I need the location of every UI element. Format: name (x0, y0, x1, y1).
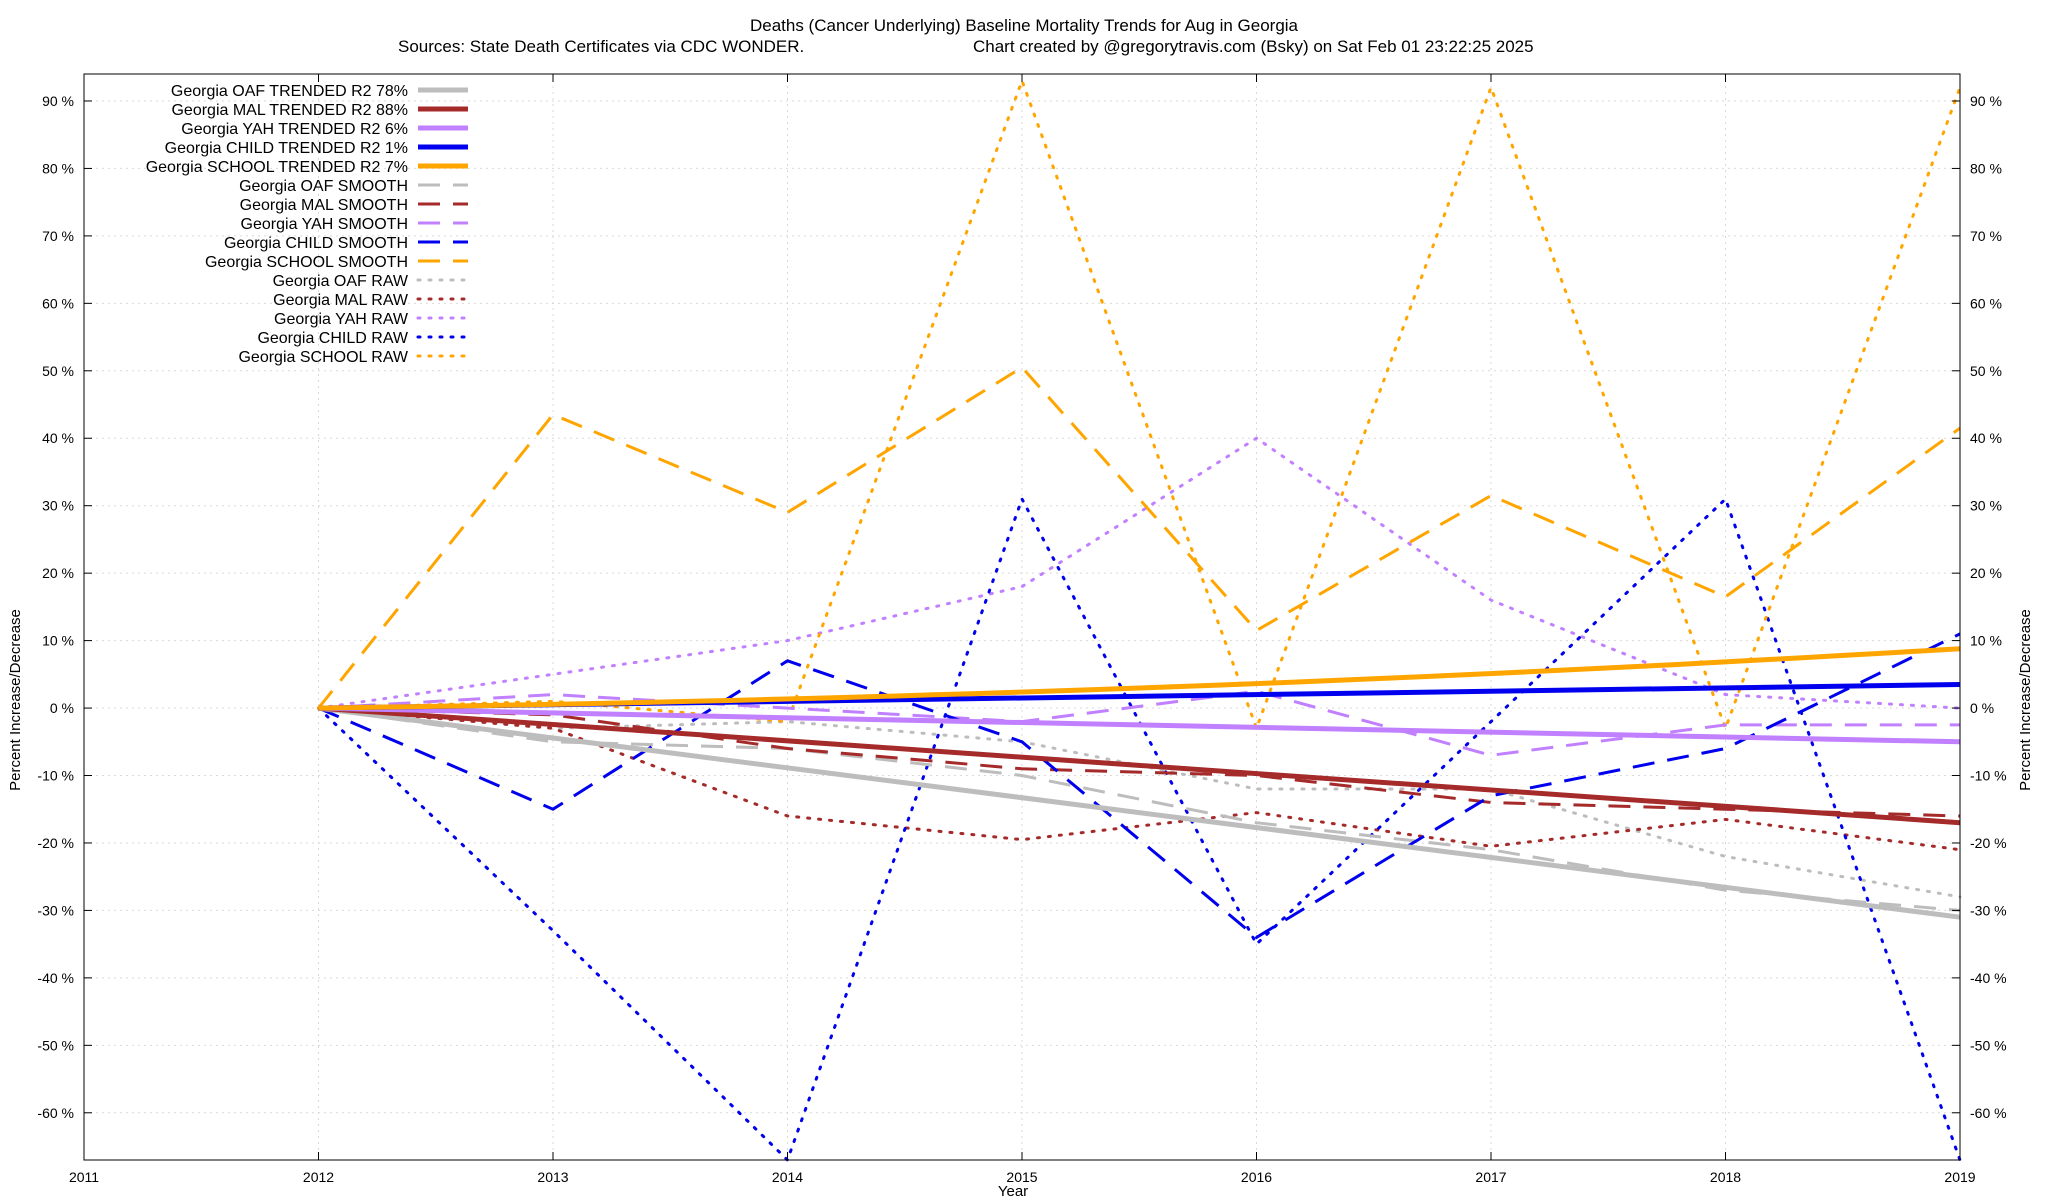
series-line-georgia-school-raw (317, 76, 1962, 733)
series-line-georgia-child-smooth (317, 632, 1961, 940)
y-tick-label-right: -10 % (1970, 768, 2007, 784)
y-tick-label-right: 20 % (1970, 565, 2002, 581)
legend-label: Georgia CHILD SMOOTH (224, 235, 408, 252)
y-tick-label-right: 60 % (1970, 295, 2002, 311)
series-line-georgia-mal-raw (317, 706, 1962, 852)
legend: Georgia OAF TRENDED R2 78% Georgia MAL TR… (146, 83, 470, 366)
y-tick-label-left: -50 % (37, 1037, 74, 1053)
y-tick-label-left: 70 % (42, 228, 74, 244)
y-tick-label-right: 0 % (1970, 700, 1994, 716)
series-lines (317, 76, 1962, 1163)
axis-ticks: 2011 2012 2013 2014 2015 2016 2017 2018 2019 -60 … (37, 74, 2007, 1185)
x-tick-label: 2018 (1710, 1169, 1741, 1185)
y-tick-label-left: -40 % (37, 970, 74, 986)
legend-label: Georgia OAF SMOOTH (239, 178, 408, 195)
y-tick-label-right: 80 % (1970, 160, 2002, 176)
y-axis-label-left: Percent Increase/Decrease (7, 609, 24, 791)
x-tick-label: 2011 (69, 1169, 99, 1185)
series-line-georgia-yah-trended-r2-6 (318, 705, 1961, 745)
y-tick-label-right: 40 % (1970, 430, 2002, 446)
series-line-georgia-mal-trended-r2-88 (318, 705, 1961, 826)
legend-label: Georgia SCHOOL TRENDED R2 7% (146, 159, 408, 176)
legend-label: Georgia MAL TRENDED R2 88% (171, 102, 408, 119)
y-tick-label-left: 10 % (42, 633, 74, 649)
y-tick-label-right: -20 % (1970, 835, 2007, 851)
legend-label: Georgia MAL SMOOTH (240, 197, 408, 214)
y-tick-label-left: 40 % (42, 430, 74, 446)
series-line-georgia-yah-smooth (318, 689, 1960, 757)
legend-label: Georgia MAL RAW (273, 292, 409, 309)
series-line-georgia-school-smooth (317, 365, 1961, 710)
x-tick-label: 2015 (1006, 1169, 1037, 1185)
series-line-georgia-oaf-trended-r2-78 (318, 705, 1961, 920)
y-tick-label-right: -50 % (1970, 1037, 2007, 1053)
legend-label: Georgia YAH RAW (274, 311, 409, 328)
y-tick-label-right: -30 % (1970, 902, 2007, 918)
y-tick-label-left: 80 % (42, 160, 74, 176)
chart-subtitle-credit: Chart created by @gregorytravis.com (Bsk… (973, 37, 1534, 56)
y-tick-label-left: -20 % (37, 835, 74, 851)
y-tick-label-left: 90 % (42, 93, 74, 109)
y-tick-label-right: 10 % (1970, 633, 2002, 649)
legend-label: Georgia YAH TRENDED R2 6% (181, 121, 408, 138)
series-line-georgia-mal-smooth (318, 706, 1961, 818)
x-tick-label: 2016 (1241, 1169, 1272, 1185)
grid (84, 74, 1960, 1160)
x-tick-label: 2017 (1475, 1169, 1506, 1185)
legend-label: Georgia YAH SMOOTH (241, 216, 408, 233)
x-tick-label: 2014 (772, 1169, 803, 1185)
y-axis-label-right: Percent Increase/Decrease (2017, 609, 2034, 791)
y-tick-label-left: 0 % (50, 700, 74, 716)
y-tick-label-right: 70 % (1970, 228, 2002, 244)
x-tick-label: 2012 (303, 1169, 334, 1185)
y-tick-label-right: 90 % (1970, 93, 2002, 109)
y-tick-label-left: -60 % (37, 1105, 74, 1121)
series-line-georgia-child-raw (317, 495, 1962, 1163)
y-tick-label-right: -60 % (1970, 1105, 2007, 1121)
x-tick-label: 2019 (1944, 1169, 1975, 1185)
chart-title: Deaths (Cancer Underlying) Baseline Mort… (750, 16, 1299, 35)
y-tick-label-left: -10 % (37, 768, 74, 784)
legend-label: Georgia SCHOOL RAW (238, 349, 408, 366)
legend-label: Georgia OAF TRENDED R2 78% (171, 83, 408, 100)
legend-label: Georgia CHILD RAW (257, 330, 408, 347)
y-tick-label-left: 50 % (42, 363, 74, 379)
legend-label: Georgia SCHOOL SMOOTH (205, 254, 408, 271)
y-tick-label-left: 60 % (42, 295, 74, 311)
y-tick-label-right: 50 % (1970, 363, 2002, 379)
legend-label: Georgia OAF RAW (273, 273, 409, 290)
y-tick-label-right: -40 % (1970, 970, 2007, 986)
y-tick-label-right: 30 % (1970, 498, 2002, 514)
y-tick-label-left: 30 % (42, 498, 74, 514)
series-line-georgia-school-trended-r2-7 (318, 646, 1961, 711)
y-tick-label-left: 20 % (42, 565, 74, 581)
legend-label: Georgia CHILD TRENDED R2 1% (165, 140, 408, 157)
series-line-georgia-yah-raw (317, 436, 1962, 710)
x-tick-label: 2013 (537, 1169, 568, 1185)
y-tick-label-left: -30 % (37, 902, 74, 918)
x-axis-label: Year (998, 1183, 1028, 1200)
chart-subtitle-sources: Sources: State Death Certificates via CD… (398, 37, 804, 56)
